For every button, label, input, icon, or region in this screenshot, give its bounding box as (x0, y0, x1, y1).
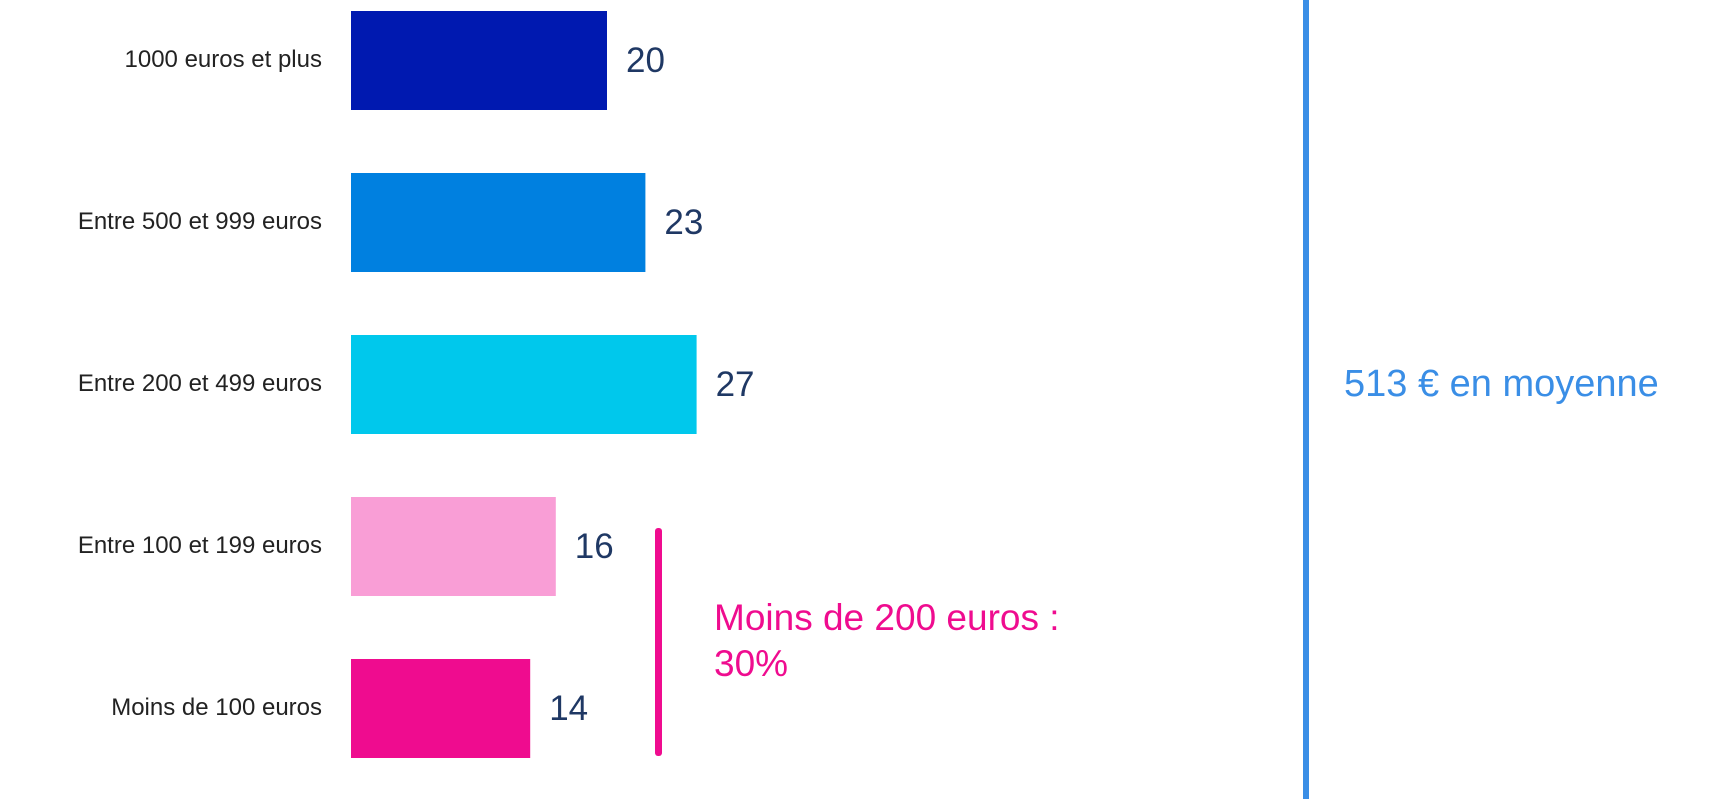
category-label: Entre 500 et 999 euros (78, 208, 322, 235)
annotation-line: Moins de 200 euros : (714, 597, 1060, 638)
value-label: 20 (626, 41, 665, 80)
value-label: 14 (549, 689, 588, 728)
value-label: 16 (575, 527, 614, 566)
bracket (655, 528, 662, 756)
category-label: Moins de 100 euros (111, 694, 322, 721)
category-label: Entre 200 et 499 euros (78, 370, 322, 397)
divider (1303, 0, 1309, 799)
bar (351, 335, 697, 434)
annotation-line: 30% (714, 643, 788, 684)
bar (351, 11, 607, 110)
bar (351, 497, 556, 596)
value-label: 27 (716, 365, 755, 404)
bar (351, 659, 531, 758)
side-note: 513 € en moyenne (1344, 363, 1659, 405)
category-label: Entre 100 et 199 euros (78, 532, 322, 559)
bar (351, 173, 646, 272)
value-label: 23 (664, 203, 703, 242)
category-label: 1000 euros et plus (125, 46, 322, 73)
